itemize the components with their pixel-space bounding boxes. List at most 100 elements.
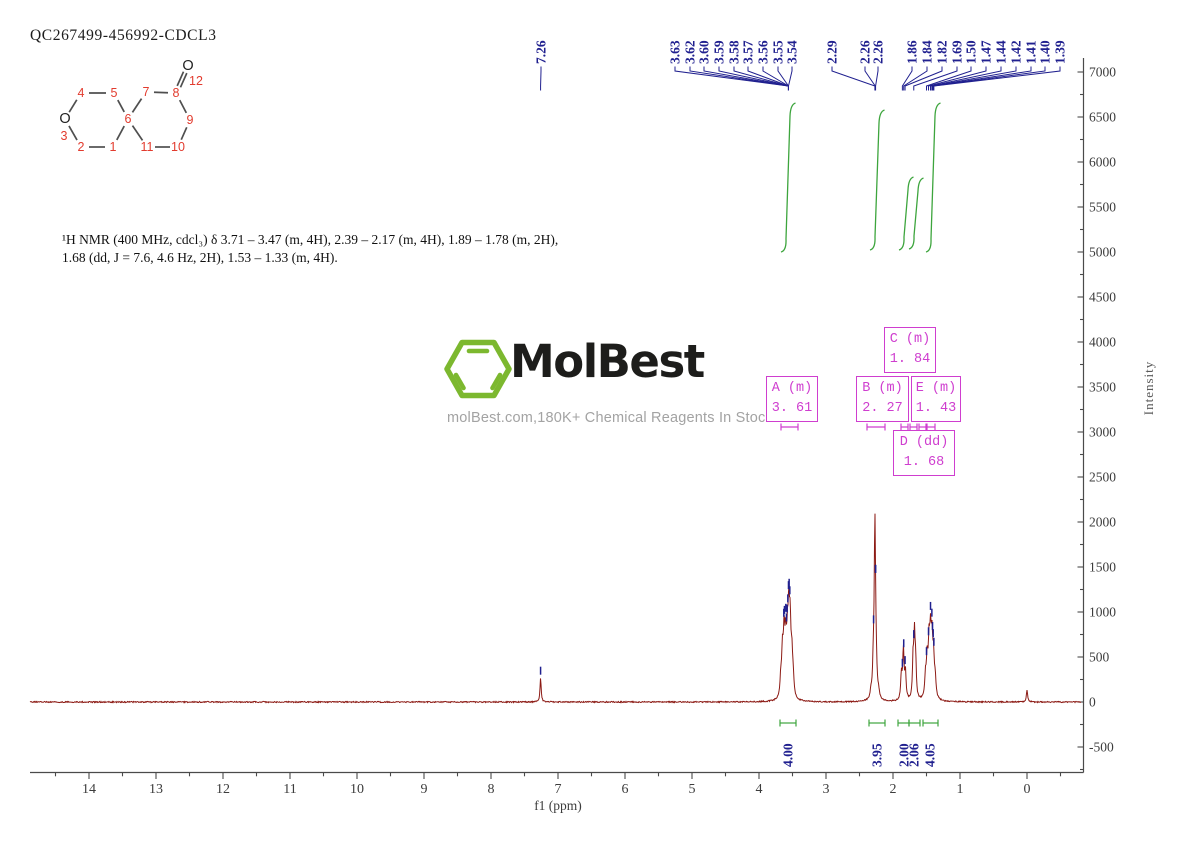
peak-shift-label: 3.63 bbox=[668, 40, 683, 64]
y-tick-label: 6500 bbox=[1089, 110, 1116, 125]
multiplet-id: A (m) bbox=[771, 381, 813, 396]
x-tick-label: 3 bbox=[823, 782, 830, 797]
y-tick-label: 1500 bbox=[1089, 560, 1116, 575]
peak-shift-label: 3.60 bbox=[697, 40, 712, 64]
x-tick-label: 9 bbox=[421, 782, 428, 797]
peak-shift-label: 1.69 bbox=[950, 40, 965, 64]
peak-shift-label: 3.58 bbox=[727, 40, 742, 64]
atom-number: 10 bbox=[171, 140, 185, 154]
peak-shift-label: 1.86 bbox=[905, 40, 920, 64]
molbest-tagline: molBest.com,180K+ Chemical Reagents In S… bbox=[447, 410, 778, 426]
multiplet-shift: 1. 68 bbox=[903, 455, 945, 470]
integral-labels: 4.00 3.95 2.002.06 4.05 bbox=[779, 719, 939, 767]
nmr-text-line1: ¹H NMR (400 MHz, cdcl₃) δ 3.71 – 3.47 (m… bbox=[62, 232, 559, 247]
atom-number: 9 bbox=[187, 113, 194, 127]
peak-labels: 7.26 3.63 3.62 3.60 3.59 3.58 3.57 3.56 3.55 3.54… bbox=[534, 40, 1068, 675]
molbest-watermark: MolBest molBest.com,180K+ Chemical Reage… bbox=[444, 334, 778, 434]
y-tick-label: 0 bbox=[1089, 695, 1096, 710]
y-tick-label: 5500 bbox=[1089, 200, 1116, 215]
peak-shift-label: 1.44 bbox=[994, 40, 1009, 64]
peak-shift-label: 2.29 bbox=[825, 40, 840, 64]
x-tick-label: 1 bbox=[957, 782, 964, 797]
nmr-assignment-text: ¹H NMR (400 MHz, cdcl₃) δ 3.71 – 3.47 (m… bbox=[62, 231, 662, 267]
multiplet-shift: 1. 43 bbox=[915, 401, 957, 416]
x-tick-label: 13 bbox=[149, 782, 163, 797]
peak-shift-label: 2.26 bbox=[858, 40, 873, 64]
x-tick-label: 2 bbox=[890, 782, 897, 797]
atom-number: 11 bbox=[141, 140, 154, 154]
x-axis: 14 13 12 11 10 9 8 7 6 5 4 3 2 1 0f1 (ppm) bbox=[30, 771, 1084, 813]
integral-curves bbox=[780, 102, 941, 253]
y-tick-label: 5000 bbox=[1089, 245, 1116, 260]
peak-shift-label: 3.56 bbox=[756, 40, 771, 64]
atom-number: 8 bbox=[173, 86, 180, 100]
integral-value: 2.00 bbox=[897, 743, 912, 767]
atom-number: 3 bbox=[61, 129, 68, 143]
peak-shift-label: 1.42 bbox=[1009, 40, 1024, 64]
y-tick-label: 7000 bbox=[1089, 65, 1116, 80]
atom-number: 12 bbox=[189, 74, 203, 88]
peak-shift-label: 1.84 bbox=[920, 40, 935, 64]
multiplet-shift: 1. 84 bbox=[889, 352, 931, 367]
integral-value: 4.00 bbox=[781, 743, 796, 767]
y-tick-label: 6000 bbox=[1089, 155, 1116, 170]
x-tick-label: 12 bbox=[216, 782, 230, 797]
x-tick-label: 4 bbox=[756, 782, 763, 797]
molbest-hexagon-logo-icon bbox=[444, 339, 512, 399]
atom-number: 7 bbox=[143, 85, 150, 99]
y-tick-label: 2000 bbox=[1089, 515, 1116, 530]
atom-number: 4 bbox=[78, 86, 85, 100]
peak-shift-label: 3.59 bbox=[712, 40, 727, 64]
peak-shift-label: 3.54 bbox=[785, 40, 800, 64]
atom-number: 6 bbox=[125, 112, 132, 126]
x-tick-label: 10 bbox=[350, 782, 364, 797]
y-tick-label: 3500 bbox=[1089, 380, 1116, 395]
x-tick-label: 8 bbox=[488, 782, 495, 797]
spectrum-trace bbox=[29, 513, 1082, 704]
y-tick-label: -500 bbox=[1089, 740, 1114, 755]
x-tick-label: 0 bbox=[1024, 782, 1031, 797]
multiplet-id: E (m) bbox=[915, 381, 957, 396]
peak-shift-label: 1.82 bbox=[935, 40, 950, 64]
multiplet-box: E (m) 1. 43 bbox=[911, 376, 961, 422]
atom-number: 5 bbox=[111, 86, 118, 100]
y-axis: -500 0 500 1000 1500 2000 2500 3000 3500 4000 4500… bbox=[1077, 58, 1156, 773]
peak-shift-label: 1.40 bbox=[1038, 40, 1053, 64]
multiplet-id: B (m) bbox=[862, 381, 903, 396]
y-tick-label: 4500 bbox=[1089, 290, 1116, 305]
x-tick-label: 6 bbox=[622, 782, 629, 797]
multiplet-range-markers bbox=[780, 423, 936, 431]
x-tick-label: 11 bbox=[283, 782, 296, 797]
y-tick-label: 500 bbox=[1089, 650, 1110, 665]
multiplet-id: D (dd) bbox=[899, 435, 949, 450]
atom-number: 1 bbox=[110, 140, 117, 154]
peak-shift-label: 3.57 bbox=[741, 40, 756, 64]
multiplet-box: A (m) 3. 61 bbox=[766, 376, 818, 422]
atom-symbol: O bbox=[182, 58, 193, 74]
sample-title: QC267499-456992-CDCL3 bbox=[30, 27, 217, 44]
multiplet-id: C (m) bbox=[889, 332, 931, 347]
peak-shift-label: 1.41 bbox=[1024, 40, 1039, 64]
integral-value: 2.06 bbox=[907, 743, 922, 767]
x-axis-title: f1 (ppm) bbox=[534, 798, 582, 813]
multiplet-shift: 2. 27 bbox=[862, 401, 903, 416]
y-tick-label: 1000 bbox=[1089, 605, 1116, 620]
x-tick-label: 14 bbox=[82, 782, 96, 797]
nmr-text-line2: 1.68 (dd, J = 7.6, 4.6 Hz, 2H), 1.53 – 1… bbox=[62, 250, 338, 265]
atom-symbol: O bbox=[59, 111, 70, 127]
integral-value: 3.95 bbox=[870, 743, 885, 767]
atom-number: 2 bbox=[78, 140, 85, 154]
multiplet-box: C (m) 1. 84 bbox=[884, 327, 936, 373]
y-tick-label: 4000 bbox=[1089, 335, 1116, 350]
multiplet-box: D (dd) 1. 68 bbox=[893, 430, 955, 476]
molbest-brand-text: MolBest bbox=[510, 335, 705, 388]
peak-shift-label: 3.62 bbox=[683, 40, 698, 64]
y-tick-label: 2500 bbox=[1089, 470, 1116, 485]
x-tick-label: 5 bbox=[689, 782, 696, 797]
peak-shift-label: 7.26 bbox=[534, 40, 549, 64]
peak-shift-label: 3.55 bbox=[771, 40, 786, 64]
peak-shift-label: 1.47 bbox=[979, 40, 994, 64]
